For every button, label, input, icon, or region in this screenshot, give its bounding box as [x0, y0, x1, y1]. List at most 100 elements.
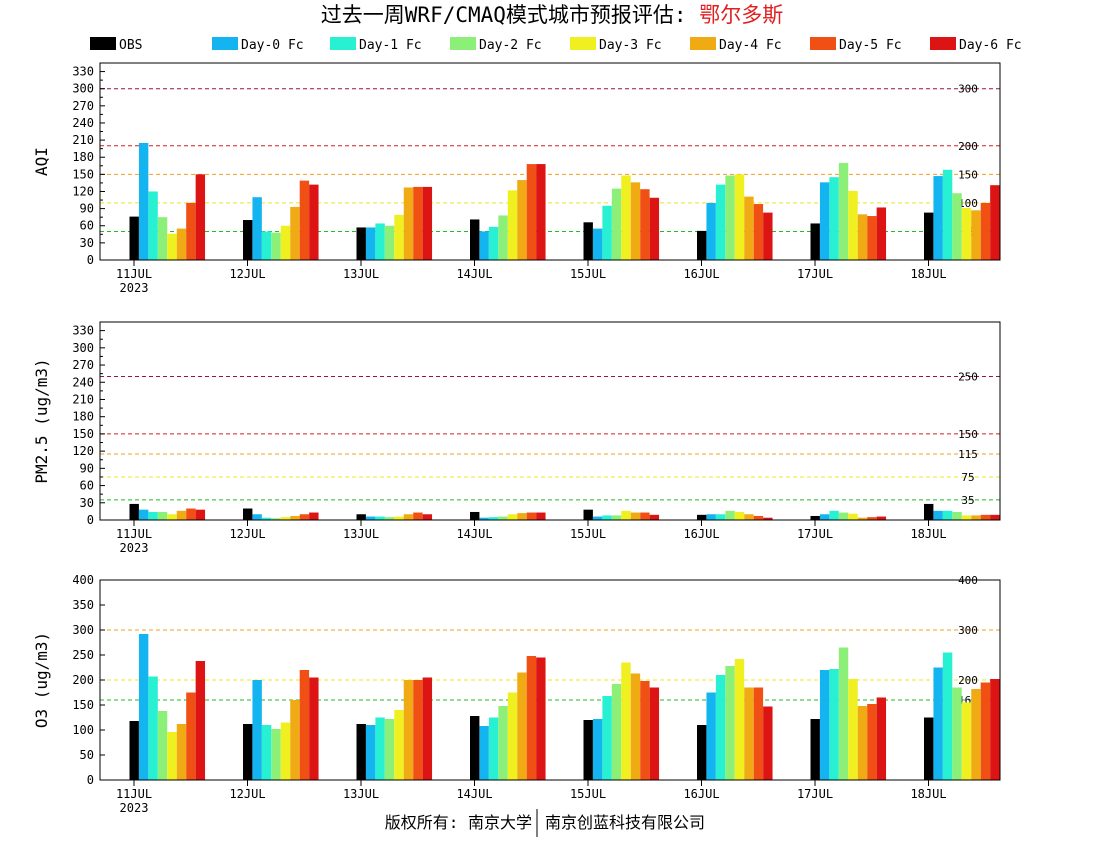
x-tick-label: 18JUL: [910, 787, 946, 801]
bar-day-2-fc-16jul: [725, 666, 735, 780]
bar-day-6-fc-14jul: [536, 164, 546, 260]
bar-day-4-fc-11jul: [176, 228, 187, 260]
y-tick-label: 30: [80, 236, 94, 250]
legend-label: Day-1 Fc: [359, 38, 422, 53]
threshold-label: 250: [958, 371, 978, 384]
bar-day-0-fc-12jul: [252, 197, 262, 260]
bar-obs-18jul: [924, 717, 934, 780]
bar-day-0-fc-16jul: [706, 514, 716, 520]
bar-day-6-fc-14jul: [536, 657, 546, 780]
bar-day-6-fc-15jul: [649, 687, 660, 780]
x-tick-label: 18JUL: [910, 267, 946, 281]
bar-day-2-fc-14jul: [498, 215, 508, 260]
bar-day-5-fc-15jul: [640, 512, 650, 520]
bar-day-1-fc-12jul: [261, 725, 272, 780]
bar-day-6-fc-12jul: [309, 184, 319, 260]
bar-day-4-fc-11jul: [176, 510, 187, 520]
legend-swatch: [90, 37, 116, 50]
bar-day-2-fc-11jul: [157, 711, 168, 780]
y-tick-label: 400: [72, 573, 94, 587]
legend-swatch: [690, 37, 716, 50]
bar-day-0-fc-15jul: [592, 719, 603, 780]
bar-obs-13jul: [356, 514, 366, 520]
x-tick-label: 13JUL: [343, 267, 379, 281]
bar-day-3-fc-16jul: [734, 659, 745, 780]
bar-day-4-fc-17jul: [857, 214, 868, 260]
bar-day-2-fc-18jul: [952, 511, 962, 520]
bar-day-2-fc-18jul: [952, 193, 962, 260]
bar-day-0-fc-18jul: [933, 510, 943, 520]
bar-day-6-fc-12jul: [309, 512, 319, 520]
bar-obs-14jul: [470, 219, 480, 260]
bar-day-2-fc-12jul: [271, 232, 281, 260]
bar-day-0-fc-13jul: [365, 227, 376, 260]
y-tick-label: 200: [72, 673, 94, 687]
bar-day-3-fc-18jul: [961, 702, 972, 780]
bar-day-0-fc-12jul: [252, 514, 262, 520]
bar-day-1-fc-13jul: [375, 717, 385, 780]
bar-day-4-fc-13jul: [403, 187, 414, 260]
bar-day-5-fc-18jul: [980, 514, 991, 520]
bar-day-2-fc-18jul: [952, 687, 962, 780]
bar-day-5-fc-17jul: [867, 517, 877, 520]
bar-day-1-fc-16jul: [715, 514, 726, 520]
bar-day-6-fc-15jul: [649, 514, 660, 520]
x-tick-label: 17JUL: [797, 267, 833, 281]
bar-day-6-fc-16jul: [763, 706, 773, 780]
bar-day-0-fc-14jul: [479, 726, 489, 780]
threshold-label: 100: [958, 197, 978, 210]
legend-swatch: [212, 37, 238, 50]
x-tick-label: 12JUL: [229, 787, 265, 801]
bar-day-0-fc-17jul: [819, 182, 830, 260]
bar-obs-12jul: [243, 220, 253, 260]
bar-day-1-fc-15jul: [602, 696, 612, 780]
bar-day-5-fc-18jul: [980, 202, 991, 260]
bar-day-3-fc-15jul: [621, 662, 631, 780]
threshold-label: 150: [958, 428, 978, 441]
bar-day-4-fc-13jul: [403, 514, 414, 520]
x-tick-label: 16JUL: [683, 267, 719, 281]
bar-day-3-fc-13jul: [394, 516, 404, 520]
bar-day-4-fc-17jul: [857, 706, 868, 780]
bar-day-3-fc-13jul: [394, 710, 404, 780]
bar-day-3-fc-14jul: [507, 190, 518, 260]
bar-obs-11jul: [129, 216, 139, 260]
y-tick-label: 350: [72, 598, 94, 612]
bar-obs-13jul: [356, 227, 366, 260]
bar-day-2-fc-17jul: [838, 647, 849, 780]
y-tick-label: 120: [72, 444, 94, 458]
threshold-label: 115: [958, 448, 978, 461]
bar-day-1-fc-18jul: [942, 169, 953, 260]
bar-day-5-fc-16jul: [753, 687, 764, 780]
bar-day-4-fc-14jul: [517, 513, 527, 520]
bar-day-4-fc-16jul: [744, 196, 754, 260]
bar-day-0-fc-13jul: [365, 725, 376, 780]
bar-day-6-fc-17jul: [876, 516, 887, 520]
bar-day-1-fc-12jul: [261, 517, 272, 520]
y-tick-label: 330: [72, 324, 94, 338]
bar-day-5-fc-18jul: [980, 682, 991, 780]
y-axis-label: AQI: [32, 147, 51, 176]
y-tick-label: 50: [80, 748, 94, 762]
bar-day-1-fc-14jul: [488, 226, 499, 260]
bar-obs-14jul: [470, 511, 480, 520]
bar-day-3-fc-12jul: [280, 722, 291, 780]
bar-day-3-fc-12jul: [280, 517, 291, 520]
bar-day-6-fc-12jul: [309, 677, 319, 780]
bar-obs-14jul: [470, 716, 480, 780]
bar-obs-16jul: [697, 230, 707, 260]
x-tick-year: 2023: [120, 801, 149, 815]
y-tick-label: 240: [72, 116, 94, 130]
bar-obs-15jul: [583, 720, 593, 780]
bar-day-0-fc-11jul: [138, 142, 149, 260]
bar-day-1-fc-15jul: [602, 515, 612, 520]
bar-day-6-fc-13jul: [422, 677, 433, 780]
bar-day-5-fc-13jul: [413, 186, 423, 260]
x-tick-label: 16JUL: [683, 787, 719, 801]
bar-day-6-fc-13jul: [422, 514, 433, 520]
legend-item-day-6-fc: Day-6 Fc: [930, 37, 1022, 53]
bar-day-5-fc-17jul: [867, 704, 877, 780]
bar-day-4-fc-12jul: [290, 700, 300, 780]
bar-day-1-fc-17jul: [829, 177, 839, 260]
